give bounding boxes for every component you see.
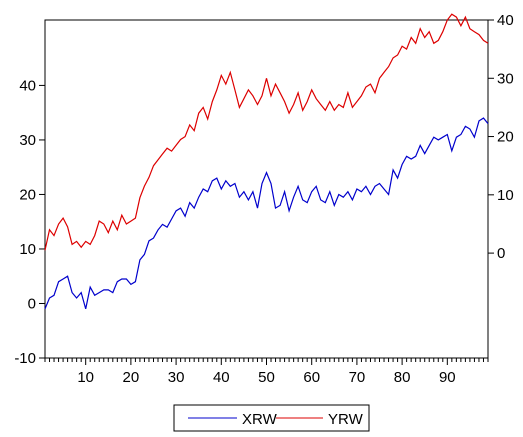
right-tick-label: 20	[497, 129, 514, 146]
series-line-yrw	[44, 13, 489, 251]
x-tick-label: 60	[303, 369, 320, 386]
series-line-xrw	[44, 117, 489, 310]
x-tick-label: 30	[168, 369, 185, 386]
legend-label-yrw: YRW	[328, 411, 364, 428]
left-tick-label: 20	[19, 186, 36, 203]
right-tick-label: 40	[497, 12, 514, 29]
plot-frame	[44, 19, 489, 359]
right-tick-label: 30	[497, 70, 514, 87]
left-tick-label: 10	[19, 241, 36, 258]
right-tick-label: 0	[497, 245, 505, 262]
x-tick-label: 40	[213, 369, 230, 386]
series-lines	[44, 13, 489, 310]
left-tick-label: 30	[19, 132, 36, 149]
x-tick-label: 90	[439, 369, 456, 386]
legend-label-xrw: XRW	[242, 411, 278, 428]
right-tick-label: 10	[497, 187, 514, 204]
left-axis: -10 0 10 20 30 40	[14, 77, 45, 367]
x-tick-label: 70	[349, 369, 366, 386]
x-tick-label: 10	[77, 369, 94, 386]
legend: XRW YRW	[173, 404, 370, 432]
right-axis: 0 10 20 30 40	[488, 12, 514, 262]
left-tick-label: -10	[14, 350, 36, 367]
x-axis: 10 20 30 40 50 60 70 80 90	[44, 358, 489, 386]
left-tick-label: 40	[19, 77, 36, 94]
left-tick-label: 0	[28, 295, 36, 312]
x-tick-label: 20	[123, 369, 140, 386]
x-tick-label: 50	[258, 369, 275, 386]
x-tick-label: 80	[394, 369, 411, 386]
